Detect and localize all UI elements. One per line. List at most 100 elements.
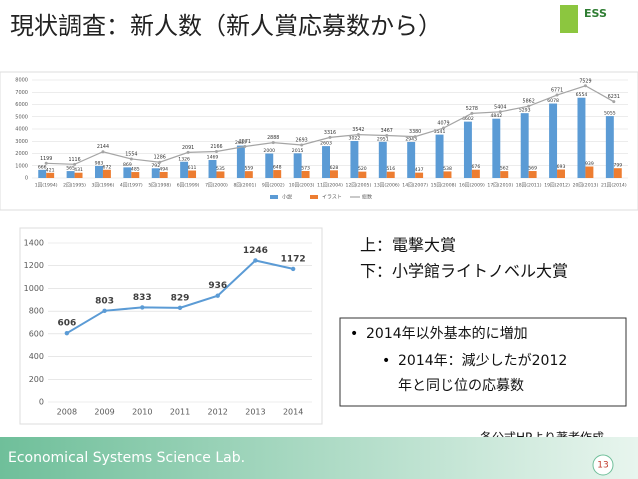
data-label: 2951 (377, 136, 389, 142)
x-tick-label: 3回(1996) (92, 183, 115, 189)
x-tick-label: 2012 (208, 408, 228, 417)
y-tick-label: 200 (29, 375, 44, 384)
bar (471, 169, 480, 178)
logo-icon (560, 5, 578, 33)
point (527, 104, 531, 108)
data-label: 2647 (235, 140, 247, 146)
y-tick-label: 8000 (15, 78, 28, 84)
x-tick-label: 18回(2011) (516, 183, 542, 189)
point (101, 150, 105, 154)
data-label: 3380 (409, 129, 421, 135)
y-tick-label: 2000 (15, 151, 28, 157)
bar (151, 168, 160, 178)
data-label: 693 (557, 164, 566, 170)
bullet: 2014年：減少したが2012 (398, 352, 567, 369)
bar (208, 160, 217, 178)
data-label: 672 (103, 164, 112, 170)
data-label: 437 (415, 167, 424, 173)
point (413, 135, 417, 139)
data-label: 3022 (349, 135, 361, 141)
point (243, 145, 247, 149)
point (64, 330, 70, 336)
point (300, 143, 304, 147)
data-label: 2943 (405, 136, 417, 142)
data-label: 606 (57, 319, 76, 329)
data-label: 936 (208, 281, 227, 291)
footer-band (0, 437, 638, 479)
x-tick-label: 14回(2007) (402, 183, 428, 189)
bar (66, 171, 75, 178)
y-tick-label: 4000 (15, 127, 28, 133)
note: 上：電撃大賞 (360, 236, 456, 255)
point (442, 126, 446, 130)
data-label: 676 (471, 164, 480, 170)
point (73, 162, 77, 166)
data-label: 1469 (207, 155, 219, 161)
bar (520, 113, 529, 178)
x-tick-label: 2013 (245, 408, 265, 417)
x-tick-label: 1回(1994) (35, 183, 58, 189)
point (214, 149, 218, 153)
bar (236, 145, 245, 178)
x-tick-label: 2008 (57, 408, 77, 417)
x-tick-label: 2011 (170, 408, 190, 417)
bar (265, 153, 274, 178)
point (177, 305, 183, 311)
bar (585, 166, 594, 178)
x-tick-label: 19回(2012) (544, 183, 570, 189)
data-label: 1286 (154, 155, 166, 161)
data-label: 5404 (494, 104, 506, 110)
data-label: 6771 (551, 88, 563, 94)
point (140, 305, 145, 310)
point (129, 157, 133, 161)
bar (415, 172, 424, 178)
bar (386, 171, 395, 178)
data-label: 535 (216, 166, 225, 172)
bar (463, 121, 472, 178)
bar (350, 140, 359, 178)
y-tick-label: 3000 (15, 139, 28, 145)
bar (273, 170, 282, 178)
bar (293, 153, 302, 178)
point (102, 308, 107, 314)
data-label: 6554 (576, 92, 588, 98)
data-label: 5293 (519, 108, 531, 114)
point (186, 150, 190, 154)
data-label: 833 (133, 293, 152, 303)
data-label: 2091 (182, 145, 194, 151)
x-tick-label: 17回(2010) (487, 183, 513, 189)
bar (74, 172, 83, 178)
data-label: 2888 (267, 135, 279, 141)
legend-label: 総数 (362, 194, 372, 201)
data-label: 4842 (490, 113, 502, 119)
data-label: 559 (244, 166, 253, 172)
footer-text: Economical Systems Science Lab. (8, 450, 245, 466)
y-tick-label: 1200 (24, 261, 44, 270)
x-tick-label: 12回(2005) (346, 183, 372, 189)
data-label: 648 (273, 165, 282, 171)
bar (549, 103, 558, 178)
data-label: 792 (151, 163, 160, 169)
x-tick-label: 5回(1998) (148, 183, 171, 189)
point (328, 135, 332, 139)
bar (358, 171, 367, 178)
y-tick-label: 1000 (15, 163, 28, 169)
bar (407, 141, 416, 178)
bar (322, 146, 330, 178)
y-tick-label: 6000 (15, 102, 28, 108)
point (470, 111, 474, 115)
y-tick-label: 5000 (15, 114, 28, 120)
x-tick-label: 9回(2002) (262, 183, 285, 189)
chart-frame (19, 227, 323, 425)
bar (557, 169, 565, 178)
bar (38, 169, 47, 178)
note: 下：小学館ライトノベル大賞 (360, 262, 568, 281)
data-label: 569 (528, 166, 537, 172)
data-label: 485 (131, 167, 140, 173)
bar (95, 165, 103, 178)
y-tick-label: 0 (39, 398, 44, 407)
x-tick-label: 16回(2009) (459, 183, 485, 189)
bar (605, 116, 614, 178)
data-label: 4079 (437, 121, 449, 127)
